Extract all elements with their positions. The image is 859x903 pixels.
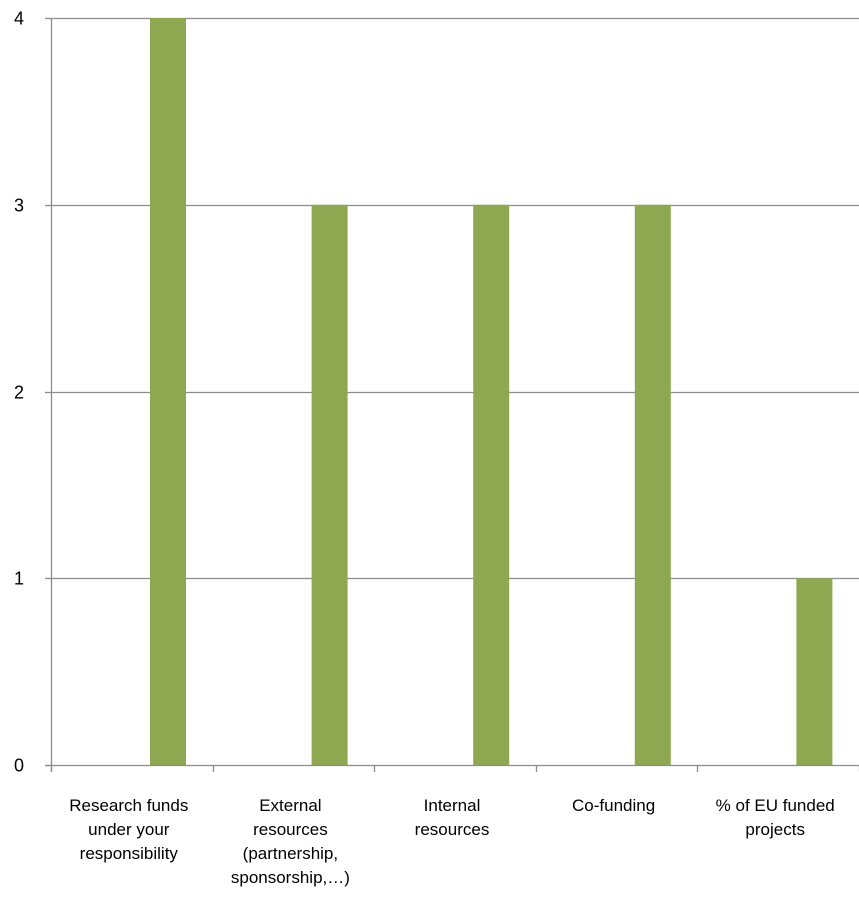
category-label-0: Research funds under your responsibility [69, 796, 188, 863]
category-label-line: projects [745, 820, 805, 839]
category-label-line: under your [88, 820, 170, 839]
category-label-1: External resources (partnership, sponsorshi… [231, 796, 350, 887]
bar-2 [473, 204, 510, 765]
y-tick-labels: 0 1 2 3 4 [14, 9, 24, 776]
category-label-line: % of EU funded [716, 796, 835, 815]
bar-3 [634, 204, 671, 765]
category-label-line: resources [415, 820, 490, 839]
category-label-line: (partnership, [243, 844, 338, 863]
category-label-line: External [259, 796, 321, 815]
y-tick-label-4: 4 [14, 9, 24, 29]
y-tick-label-2: 2 [14, 383, 24, 403]
category-label-3: Co-funding [572, 796, 655, 815]
bars [150, 18, 833, 765]
bar-0 [150, 18, 186, 765]
bar-4 [796, 578, 833, 765]
y-tick-label-3: 3 [14, 196, 24, 216]
axes [45, 17, 859, 772]
category-label-4: % of EU funded projects [716, 796, 835, 839]
category-label-line: responsibility [80, 844, 179, 863]
y-tick-label-1: 1 [14, 569, 24, 589]
y-tick-label-0: 0 [14, 756, 24, 776]
category-label-line: Internal [424, 796, 481, 815]
bar-1 [311, 204, 348, 765]
category-label-line: Co-funding [572, 796, 655, 815]
category-label-line: sponsorship,…) [231, 868, 350, 887]
category-label-line: Research funds [69, 796, 188, 815]
category-labels: Research funds under your responsibility Ex… [69, 796, 834, 887]
category-label-2: Internal resources [415, 796, 490, 839]
category-label-line: resources [253, 820, 328, 839]
